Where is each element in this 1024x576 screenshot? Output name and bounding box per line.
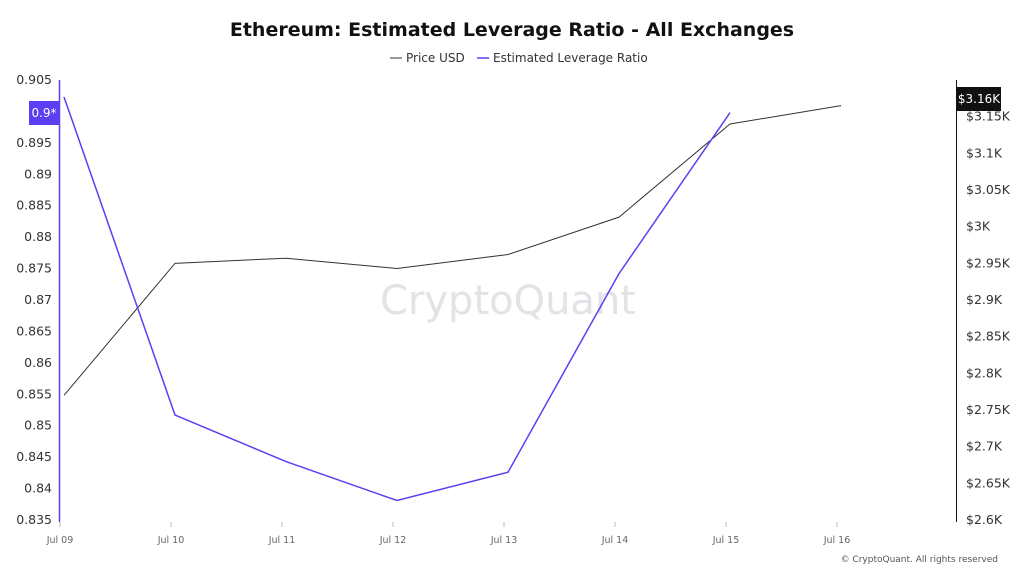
chart-title: Ethereum: Estimated Leverage Ratio - All… xyxy=(230,19,794,41)
left-tick-label: 0.89 xyxy=(24,166,52,181)
copyright-notice: © CryptoQuant. All rights reserved xyxy=(841,555,998,565)
price-point[interactable] xyxy=(506,253,510,257)
price-point[interactable] xyxy=(173,261,177,265)
left-badge-label: 0.9* xyxy=(31,106,56,120)
x-tick-label: Jul 15 xyxy=(712,535,740,546)
right-tick-label: $2.8K xyxy=(966,365,1003,380)
price-usd-line[interactable] xyxy=(63,105,842,396)
x-tick-label: Jul 11 xyxy=(268,535,296,546)
right-tick-label: $2.75K xyxy=(966,402,1011,417)
right-tick-label: $2.9K xyxy=(966,292,1003,307)
right-tick-label: $2.6K xyxy=(966,512,1003,527)
leverage-point[interactable] xyxy=(728,111,732,115)
x-tick-label: Jul 10 xyxy=(157,535,185,546)
x-tick-label: Jul 13 xyxy=(490,535,518,546)
left-tick-label: 0.895 xyxy=(16,135,52,150)
right-tick-label: $2.65K xyxy=(966,475,1011,490)
leverage-point[interactable] xyxy=(395,499,399,503)
left-tick-label: 0.86 xyxy=(24,355,52,370)
right-tick-label: $3.05K xyxy=(966,182,1011,197)
x-tick-label: Jul 12 xyxy=(379,535,407,546)
right-tick-label: $3.15K xyxy=(966,109,1011,124)
right-axis-ticks: $3.15K $3.1K $3.05K $3K $2.95K $2.9K $2.85K $2.… xyxy=(966,109,1011,527)
right-badge-label: $3.16K xyxy=(958,92,1001,106)
left-value-badge: 0.9* xyxy=(29,101,59,125)
right-tick-label: $3K xyxy=(966,219,991,234)
leverage-ratio-line[interactable] xyxy=(63,96,731,502)
price-point[interactable] xyxy=(839,104,843,108)
right-tick-label: $2.95K xyxy=(966,255,1011,270)
left-tick-label: 0.885 xyxy=(16,198,52,213)
left-axis-ticks: 0.9050.90.8950.890.8850.880.8750.870.865… xyxy=(16,72,52,527)
price-point[interactable] xyxy=(284,256,288,260)
left-tick-label: 0.855 xyxy=(16,386,52,401)
price-point[interactable] xyxy=(728,122,732,126)
x-tick-label: Jul 16 xyxy=(823,535,851,546)
left-tick-label: 0.865 xyxy=(16,323,52,338)
legend: Price USD Estimated Leverage Ratio xyxy=(390,51,648,65)
left-tick-label: 0.845 xyxy=(16,449,52,464)
price-point[interactable] xyxy=(617,215,621,219)
left-tick-label: 0.835 xyxy=(16,512,52,527)
right-tick-label: $2.7K xyxy=(966,439,1003,454)
left-badge-background xyxy=(29,101,59,125)
leverage-point[interactable] xyxy=(284,460,288,464)
right-tick-label: $3.1K xyxy=(966,145,1003,160)
leverage-point[interactable] xyxy=(173,413,177,417)
right-value-badge: $3.16K xyxy=(957,87,1001,111)
left-tick-label: 0.905 xyxy=(16,72,52,87)
price-point[interactable] xyxy=(395,266,399,270)
leverage-point[interactable] xyxy=(506,470,510,474)
x-tick-label: Jul 14 xyxy=(601,535,629,546)
legend-label-price[interactable]: Price USD xyxy=(406,51,465,65)
legend-label-leverage[interactable]: Estimated Leverage Ratio xyxy=(493,51,648,65)
right-badge-background xyxy=(957,87,1001,111)
left-tick-label: 0.87 xyxy=(24,292,52,307)
x-tick-label: Jul 09 xyxy=(46,535,74,546)
watermark: CryptoQuant xyxy=(380,278,636,324)
price-point[interactable] xyxy=(62,393,66,397)
leverage-point[interactable] xyxy=(62,95,66,99)
left-tick-label: 0.84 xyxy=(24,481,52,496)
left-tick-label: 0.875 xyxy=(16,261,52,276)
leverage-point[interactable] xyxy=(617,272,621,276)
left-tick-label: 0.85 xyxy=(24,418,52,433)
x-axis-ticks: Jul 09 Jul 10 Jul 11 Jul 12 Jul 13 Jul 14 Jul … xyxy=(46,522,851,546)
right-tick-label: $2.85K xyxy=(966,329,1011,344)
left-tick-label: 0.88 xyxy=(24,229,52,244)
